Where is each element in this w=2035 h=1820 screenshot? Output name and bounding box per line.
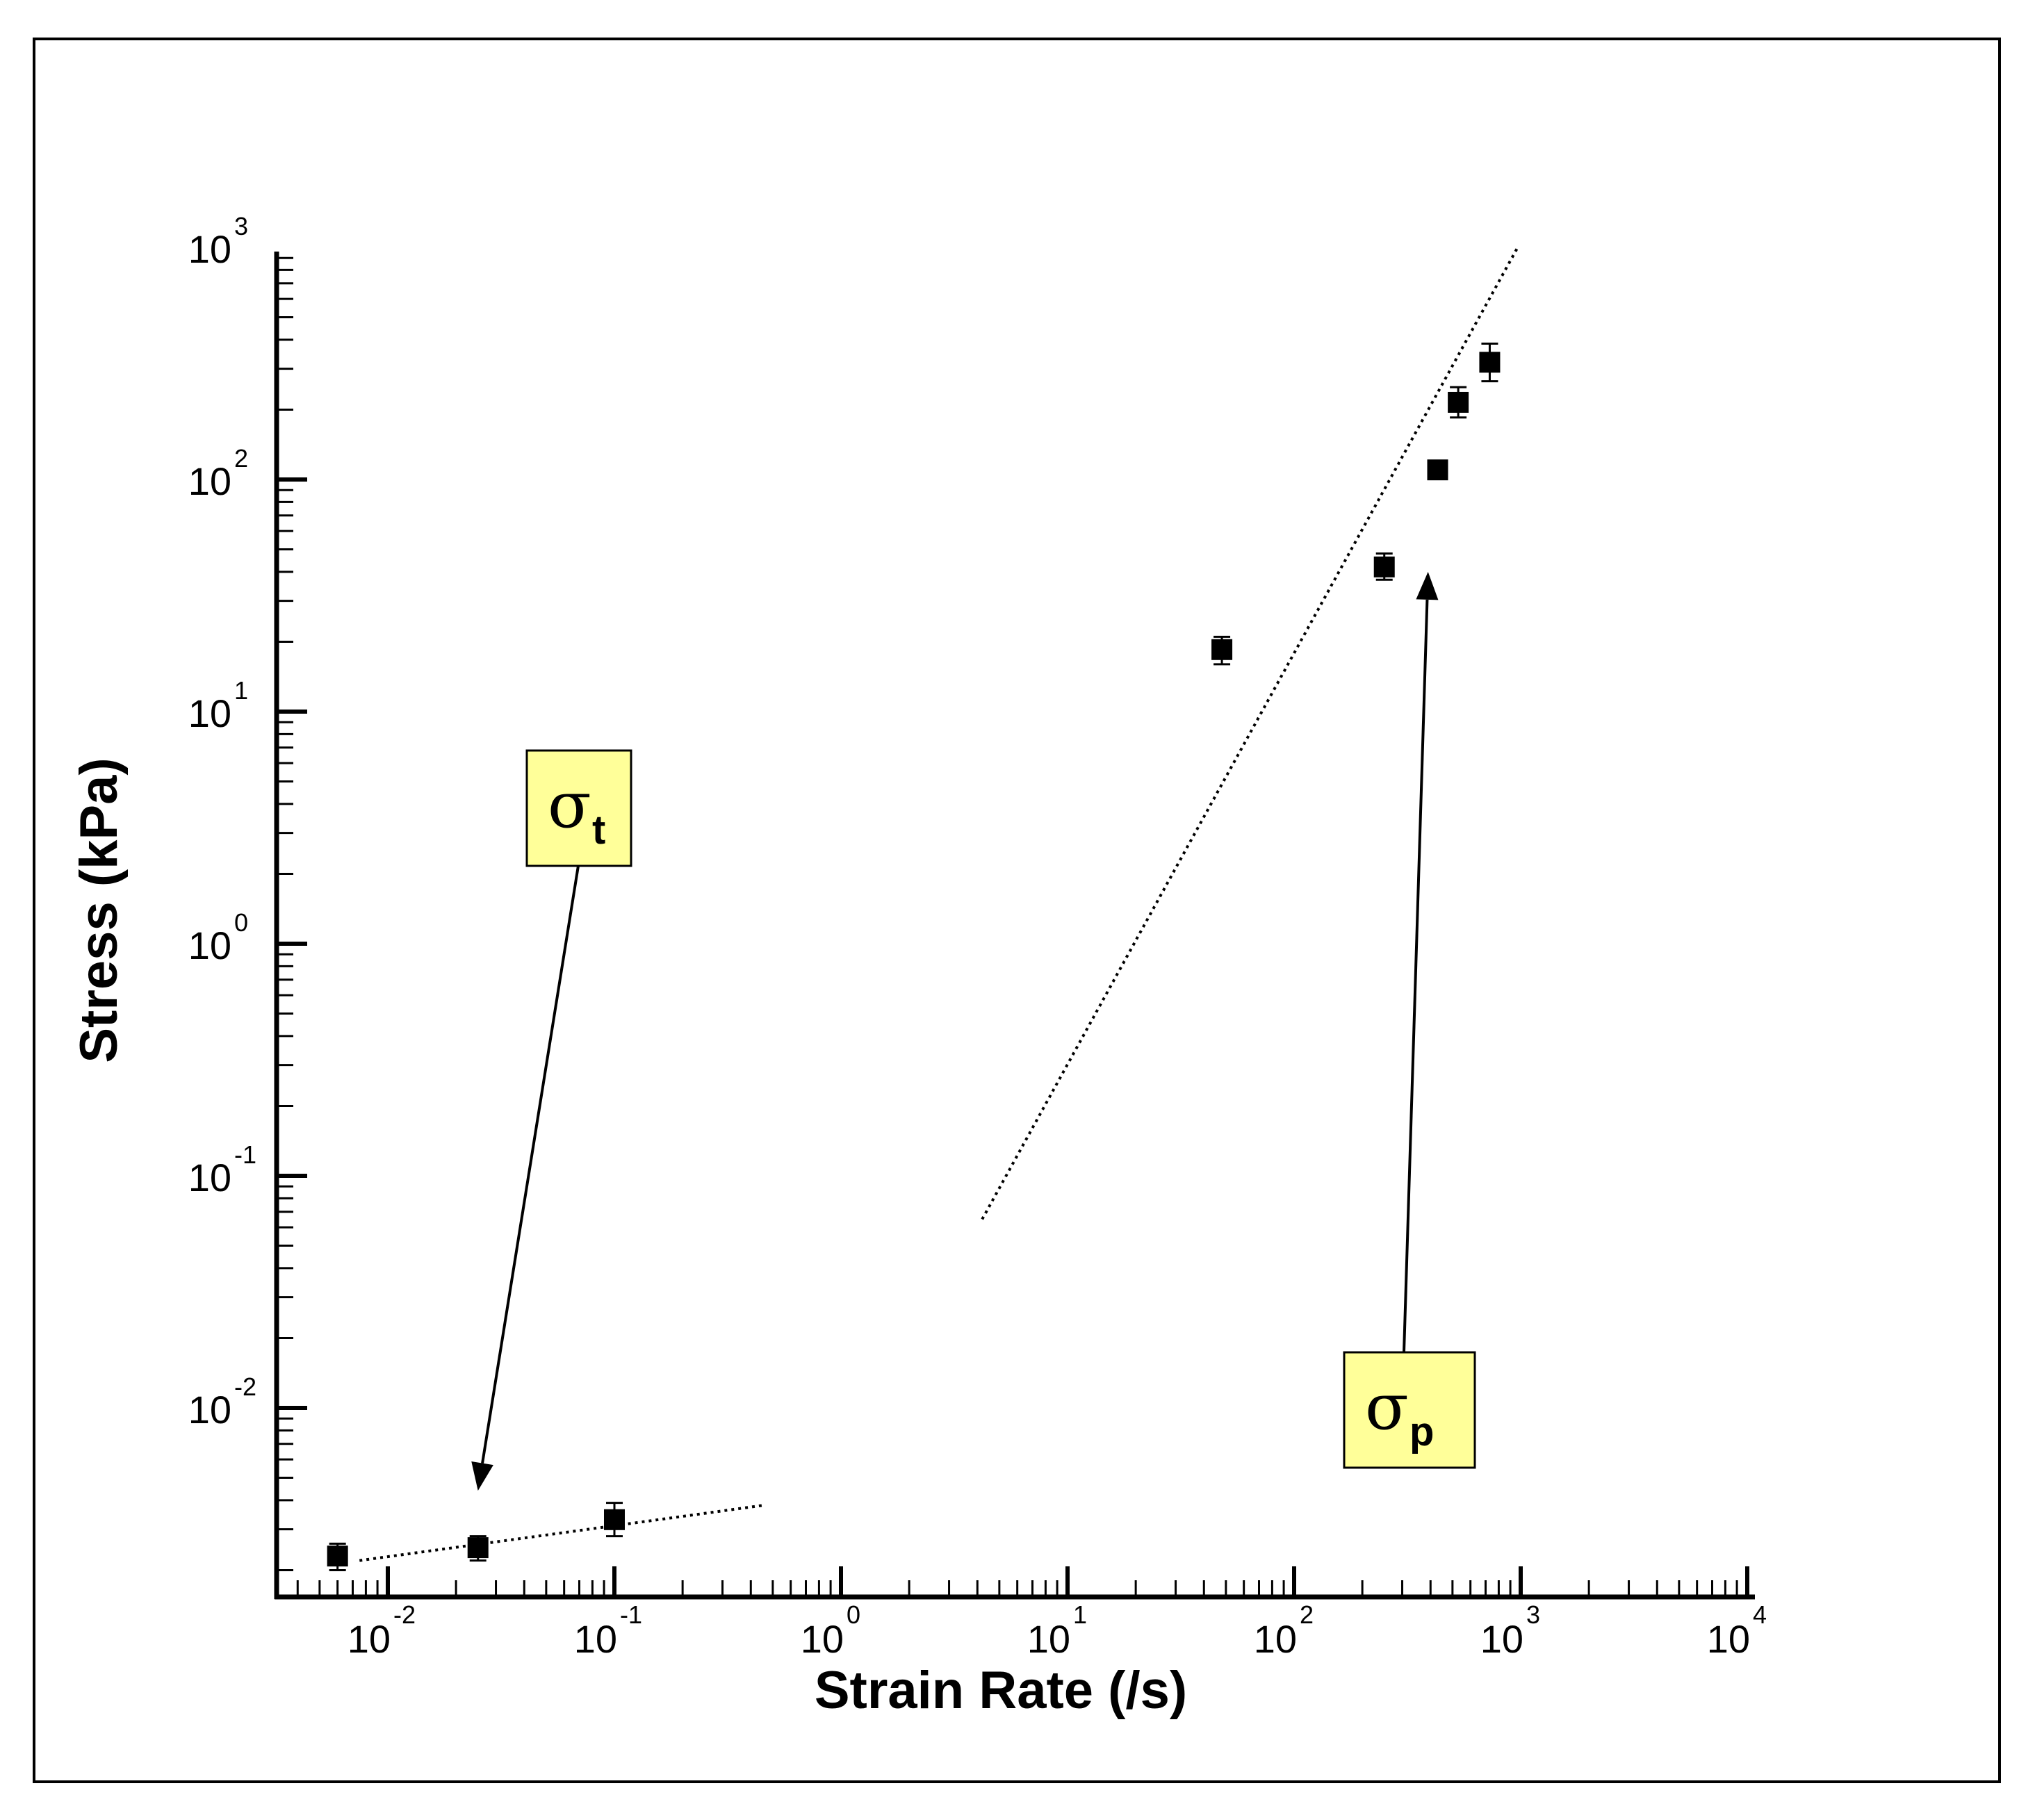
callout-arrowhead — [471, 1461, 493, 1491]
x-tick-exponent: -2 — [393, 1600, 416, 1629]
data-markers — [327, 352, 1501, 1567]
y-tick-exponent: 2 — [234, 444, 248, 473]
figure-frame — [33, 38, 2001, 1783]
y-tick-label: 10 — [188, 459, 231, 503]
callout-symbol: σ — [548, 768, 591, 842]
data-point-marker — [1479, 352, 1501, 373]
x-tick-label: 10 — [574, 1617, 617, 1661]
x-tick-exponent: 4 — [1753, 1600, 1767, 1629]
y-tick-label: 10 — [188, 691, 231, 735]
y-tick-exponent: 0 — [234, 908, 248, 937]
y-tick-label: 10 — [188, 1156, 231, 1199]
callout-arrowhead — [1416, 571, 1439, 600]
y-tick-label: 10 — [188, 227, 231, 271]
axes — [274, 252, 1755, 1600]
data-point-marker — [1211, 639, 1233, 660]
tick-labels: 10-210-110010110210310410-210-1100101102… — [188, 212, 1767, 1661]
y-axis-title: Stress (kPa) — [70, 757, 129, 1063]
data-point-marker — [467, 1537, 489, 1559]
callout-arrow — [1403, 599, 1429, 1353]
y-tick-exponent: -2 — [234, 1372, 256, 1401]
callout-subscript: p — [1409, 1409, 1434, 1454]
x-tick-label: 10 — [348, 1617, 391, 1661]
data-point-marker — [327, 1546, 348, 1567]
fit-lines — [359, 247, 1519, 1562]
callout-symbol: σ — [1365, 1370, 1409, 1444]
callout-subscript: t — [592, 807, 605, 853]
callout-box — [525, 749, 632, 867]
minor-ticks — [277, 256, 1738, 1597]
y-tick-exponent: 3 — [234, 212, 248, 240]
data-point-marker — [604, 1509, 625, 1530]
x-tick-exponent: 1 — [1073, 1600, 1087, 1629]
x-tick-label: 10 — [1707, 1617, 1750, 1661]
callout-arrow — [481, 865, 580, 1464]
callouts: σ tσ p — [471, 571, 1476, 1491]
data-point-marker — [1427, 459, 1448, 481]
data-point-marker — [1373, 556, 1395, 577]
x-tick-exponent: 0 — [847, 1600, 860, 1629]
x-tick-label: 10 — [1480, 1617, 1523, 1661]
y-tick-label: 10 — [188, 924, 231, 967]
y-tick-label: 10 — [188, 1388, 231, 1432]
fit-line — [981, 247, 1519, 1220]
y-tick-exponent: 1 — [234, 676, 248, 705]
x-tick-exponent: 2 — [1300, 1600, 1314, 1629]
y-tick-exponent: -1 — [234, 1140, 256, 1169]
callout-box — [1343, 1351, 1476, 1469]
data-point-marker — [1448, 391, 1469, 413]
x-tick-exponent: -1 — [620, 1600, 642, 1629]
fit-line — [359, 1504, 763, 1562]
x-tick-label: 10 — [801, 1617, 844, 1661]
x-axis-title: Strain Rate (/s) — [815, 1661, 1187, 1720]
x-tick-label: 10 — [1254, 1617, 1297, 1661]
x-tick-exponent: 3 — [1526, 1600, 1540, 1629]
error-bars — [329, 342, 1498, 1571]
x-tick-label: 10 — [1027, 1617, 1070, 1661]
